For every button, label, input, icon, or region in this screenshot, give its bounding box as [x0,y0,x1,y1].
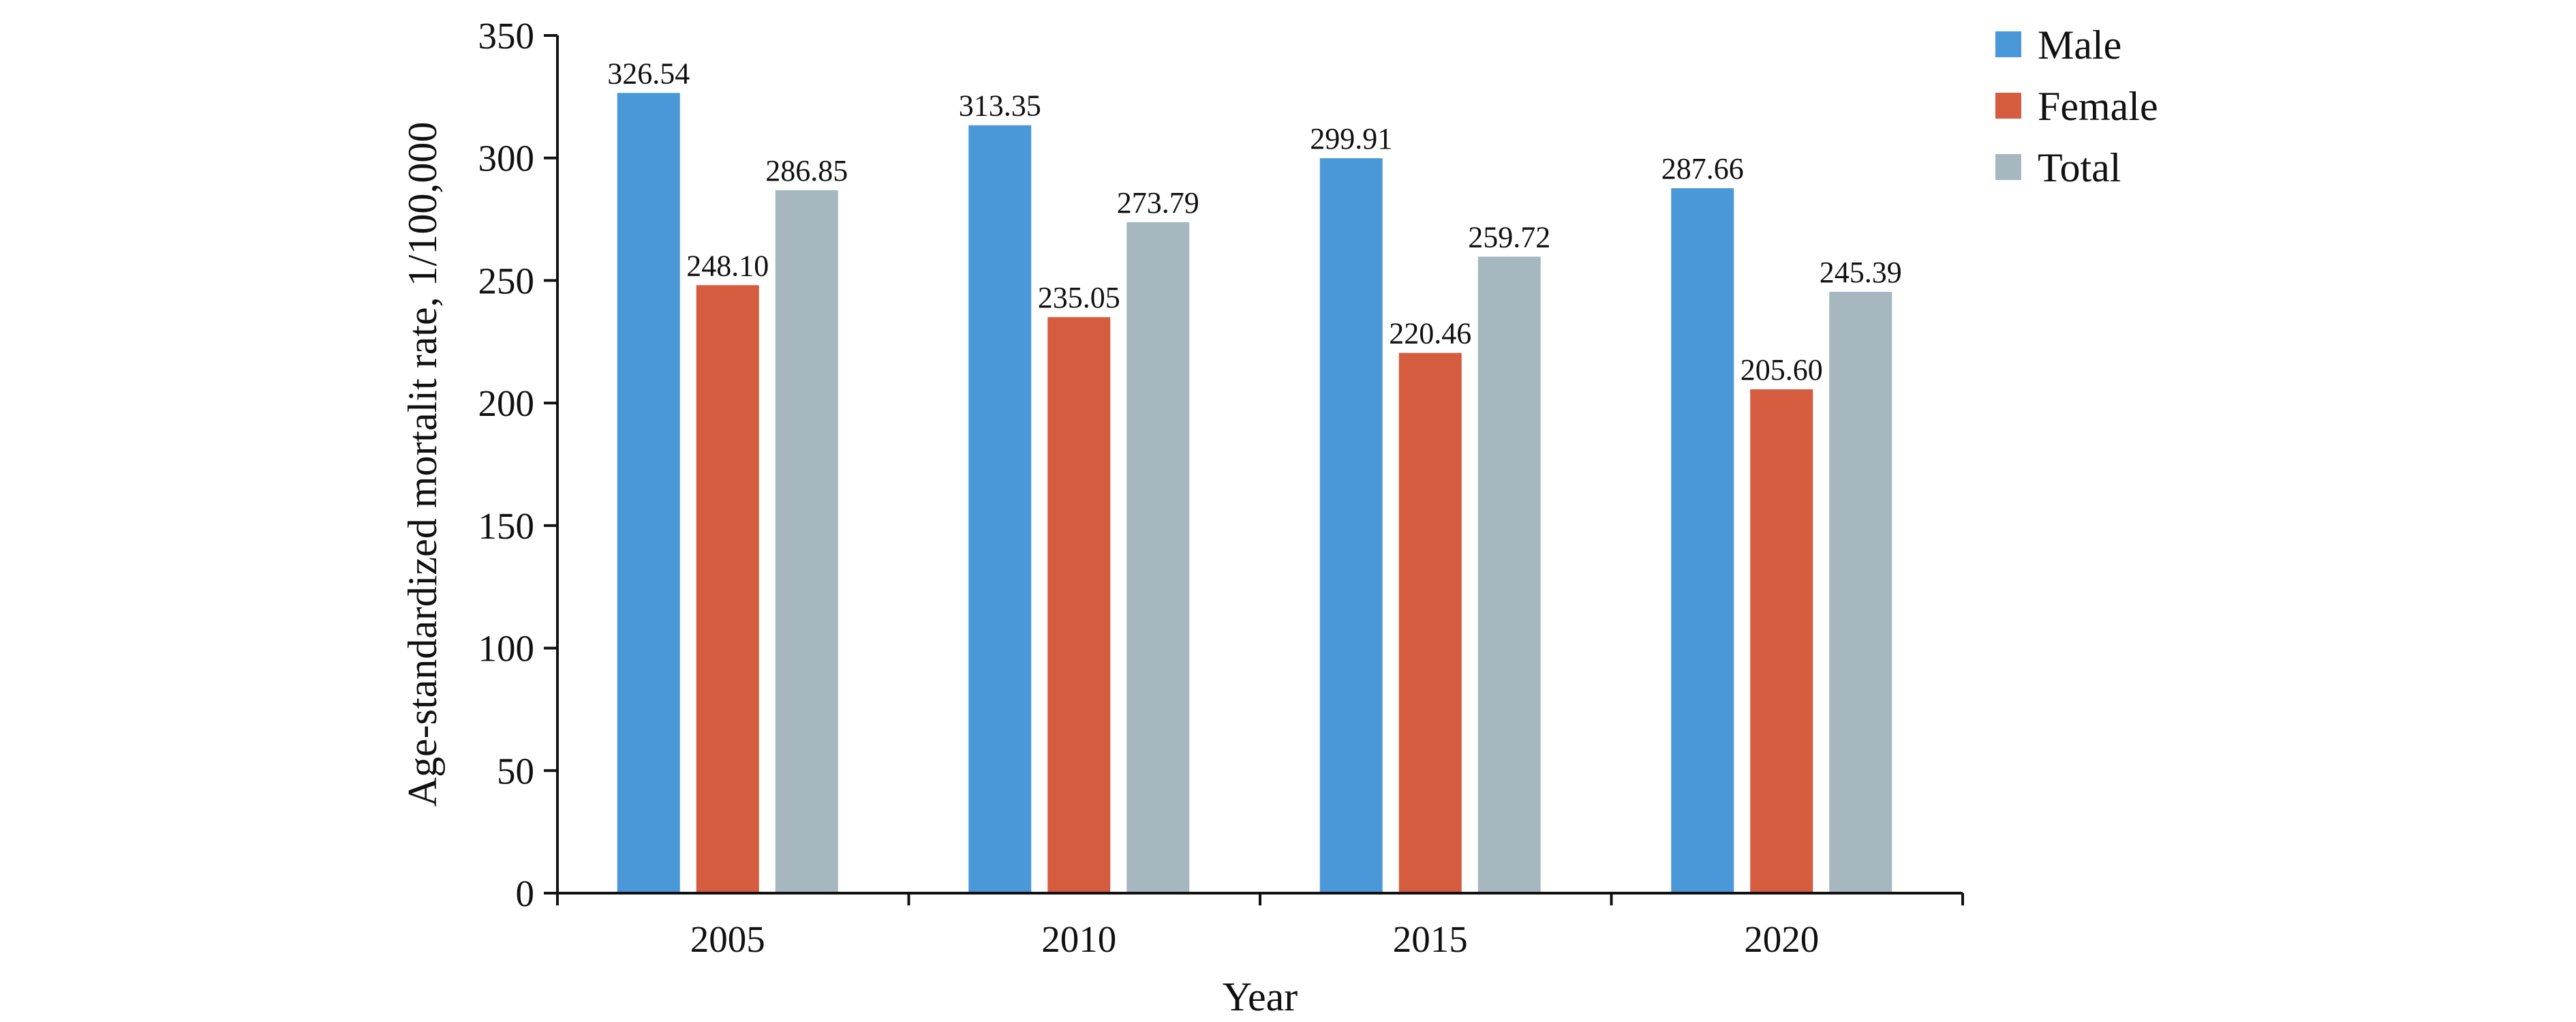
data-label: 245.39 [1820,256,1902,289]
data-label: 273.79 [1117,186,1199,220]
x-tick-label: 2010 [1041,918,1116,960]
x-axis-ticks: 2005 2010 2015 2020 [556,893,1964,960]
data-label: 220.46 [1389,317,1471,350]
legend-swatch-female [1995,93,2021,119]
y-tick-label: 0 [516,873,535,914]
bar-total-2020 [1829,291,1892,893]
bar-total-2015 [1477,256,1541,893]
legend-label-total: Total [2038,145,2121,190]
legend-label-male: Male [2038,22,2121,67]
y-tick-label: 150 [478,505,535,547]
legend-label-female: Female [2038,84,2158,129]
plot-area: 326.54 248.10 286.85 313.35 235.05 273.79 299.… [607,57,1902,894]
y-tick-label: 50 [497,750,534,792]
data-label: 205.60 [1741,353,1823,387]
x-tick-label: 2005 [690,918,765,960]
data-label: 299.91 [1310,122,1392,155]
x-tick-label: 2020 [1744,918,1819,960]
bar-female-2015 [1398,352,1462,893]
x-axis-title: Year [1223,974,1298,1019]
bar-female-2010 [1047,317,1111,893]
y-tick-label: 100 [478,628,535,670]
bar-female-2005 [696,285,759,894]
y-tick-label: 200 [478,382,535,424]
data-label: 235.05 [1038,281,1120,314]
data-label: 326.54 [607,57,690,90]
y-tick-label: 300 [478,138,535,179]
bar-male-2005 [617,93,680,894]
y-tick-label: 250 [478,260,535,301]
data-label: 313.35 [959,89,1041,123]
legend: Male Female Total [1995,22,2158,190]
data-label: 248.10 [686,249,769,282]
data-label: 287.66 [1661,152,1744,185]
data-label: 259.72 [1468,220,1550,254]
bar-male-2020 [1671,188,1734,894]
bar-female-2020 [1750,389,1813,893]
y-axis-title: Age-standardized mortalit rate, 1/100,00… [400,122,445,807]
bar-total-2005 [775,190,838,894]
bar-male-2015 [1319,158,1383,894]
data-label: 286.85 [765,154,848,187]
legend-swatch-total [1995,154,2021,180]
legend-swatch-male [1995,31,2021,57]
y-tick-label: 350 [478,15,535,57]
bar-male-2010 [968,125,1032,893]
x-tick-label: 2015 [1393,918,1468,960]
y-axis-ticks: 0 50 100 150 200 250 300 350 [478,15,557,914]
bar-total-2010 [1126,222,1190,893]
